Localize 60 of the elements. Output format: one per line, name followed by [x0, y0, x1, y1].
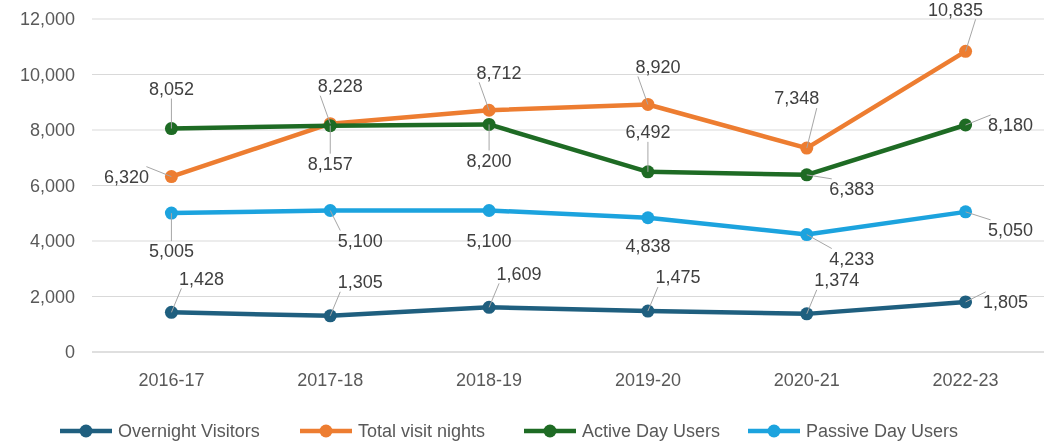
point	[323, 309, 337, 323]
data-label: 4,838	[625, 236, 671, 257]
y-tick-label: 0	[64, 342, 75, 363]
data-label: 8,180	[988, 115, 1034, 136]
y-tick-label: 6,000	[29, 175, 75, 196]
x-tick-label: 2018-19	[456, 370, 523, 391]
data-label: 1,374	[814, 270, 860, 291]
legend-label: Active Day Users	[582, 421, 721, 442]
point	[164, 170, 178, 184]
data-label: 5,050	[988, 220, 1034, 241]
data-label: 8,712	[476, 62, 522, 83]
y-tick-label: 10,000	[19, 64, 75, 85]
point	[164, 305, 178, 319]
point	[164, 122, 178, 136]
point	[164, 206, 178, 220]
data-label: 6,320	[103, 166, 149, 187]
legend-label: Passive Day Users	[806, 421, 959, 442]
point	[959, 118, 973, 132]
point	[323, 203, 337, 217]
x-tick-label: 2016-17	[138, 370, 205, 391]
data-label: 6,383	[829, 179, 875, 200]
x-tick-label: 2019-20	[614, 370, 681, 391]
point	[959, 44, 973, 58]
point	[800, 307, 814, 321]
data-label: 1,305	[337, 272, 383, 293]
data-label: 1,609	[496, 263, 542, 284]
data-label: 1,475	[655, 267, 701, 288]
data-label: 8,228	[317, 75, 363, 96]
data-label: 5,100	[337, 230, 383, 251]
y-tick-label: 12,000	[19, 9, 75, 30]
point	[641, 97, 655, 111]
point	[482, 103, 496, 117]
data-label: 1,428	[178, 268, 224, 289]
y-tick-label: 4,000	[29, 231, 75, 252]
point	[482, 203, 496, 217]
data-label: 6,492	[625, 122, 671, 143]
data-label: 1,805	[983, 292, 1029, 313]
point	[800, 141, 814, 155]
data-label: 5,005	[148, 241, 194, 262]
x-tick-label: 2022-23	[932, 370, 999, 391]
x-tick-label: 2020-21	[773, 370, 840, 391]
legend-label: Overnight Visitors	[118, 421, 260, 442]
point	[482, 300, 496, 314]
data-label: 8,200	[466, 150, 512, 171]
data-label: 4,233	[829, 248, 875, 269]
point	[800, 228, 814, 242]
x-tick-label: 2017-18	[297, 370, 364, 391]
legend-label: Total visit nights	[358, 421, 486, 442]
data-label: 8,920	[635, 56, 681, 77]
y-tick-label: 2,000	[29, 286, 75, 307]
point	[959, 295, 973, 309]
data-label: 5,100	[466, 230, 512, 251]
data-label: 8,157	[307, 153, 353, 174]
point	[959, 205, 973, 219]
data-label: 7,348	[774, 88, 820, 109]
point	[800, 168, 814, 182]
data-label: 8,052	[148, 78, 194, 99]
data-label: 10,835	[928, 0, 984, 20]
point	[641, 211, 655, 225]
y-tick-label: 8,000	[29, 120, 75, 141]
